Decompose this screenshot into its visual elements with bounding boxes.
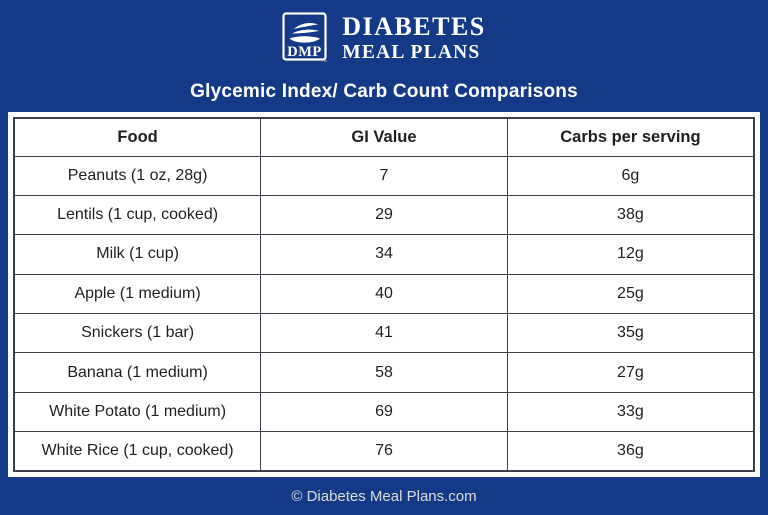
table-row: Peanuts (1 oz, 28g) 7 6g xyxy=(13,155,755,196)
cell-food: Lentils (1 cup, cooked) xyxy=(13,194,262,236)
brand-header: DMP ™ DIABETES MEAL PLANS Glycemic Index… xyxy=(0,0,768,112)
copyright-text: © Diabetes Meal Plans.com xyxy=(291,487,477,505)
cell-gi-value: 34 xyxy=(260,234,508,275)
table-row: Milk (1 cup) 34 12g xyxy=(13,234,755,275)
svg-text:DMP: DMP xyxy=(287,44,322,60)
glycemic-index-table: Food GI Value Carbs per serving Peanuts … xyxy=(13,117,755,472)
cell-carbs: 12g xyxy=(506,234,755,275)
cell-food: Peanuts (1 oz, 28g) xyxy=(13,155,262,196)
plate-swoosh-icon: DMP ™ xyxy=(282,12,328,65)
brand-lockup: DMP ™ DIABETES MEAL PLANS xyxy=(282,11,486,65)
header-gi-value: GI Value xyxy=(260,117,508,157)
cell-gi-value: 7 xyxy=(260,155,508,196)
table-row: Lentils (1 cup, cooked) 29 38g xyxy=(13,194,755,236)
table-row: Apple (1 medium) 40 25g xyxy=(13,273,755,315)
cell-food: White Rice (1 cup, cooked) xyxy=(13,431,262,472)
cell-food: Snickers (1 bar) xyxy=(13,312,262,354)
brand-name-line1: DIABETES xyxy=(342,11,486,41)
header-row: Food GI Value Carbs per serving xyxy=(13,117,755,157)
table-panel: Food GI Value Carbs per serving Peanuts … xyxy=(8,112,760,477)
cell-gi-value: 41 xyxy=(260,312,508,354)
cell-food: Apple (1 medium) xyxy=(13,273,262,315)
page-title: Glycemic Index/ Carb Count Comparisons xyxy=(190,81,578,102)
header-food: Food xyxy=(13,117,262,157)
table-row: White Potato (1 medium) 69 33g xyxy=(13,391,755,433)
cell-gi-value: 58 xyxy=(260,352,508,393)
cell-food: White Potato (1 medium) xyxy=(13,391,262,433)
cell-gi-value: 76 xyxy=(260,431,508,472)
table-head: Food GI Value Carbs per serving xyxy=(13,117,755,157)
trademark-mark: ™ xyxy=(322,60,328,65)
cell-carbs: 27g xyxy=(506,352,755,393)
cell-gi-value: 29 xyxy=(260,194,508,236)
cell-food: Banana (1 medium) xyxy=(13,352,262,393)
cell-carbs: 33g xyxy=(506,391,755,433)
cell-food: Milk (1 cup) xyxy=(13,234,262,275)
cell-carbs: 6g xyxy=(506,155,755,196)
table-row: Snickers (1 bar) 41 35g xyxy=(13,312,755,354)
brand-name-line2: MEAL PLANS xyxy=(342,41,481,63)
brand-name: DIABETES MEAL PLANS xyxy=(342,11,486,63)
cell-gi-value: 40 xyxy=(260,273,508,315)
dmp-logo-icon: DMP ™ xyxy=(282,12,329,64)
cell-carbs: 35g xyxy=(506,312,755,354)
table-row: Banana (1 medium) 58 27g xyxy=(13,352,755,393)
cell-carbs: 38g xyxy=(506,194,755,236)
table-body: Peanuts (1 oz, 28g) 7 6g Lentils (1 cup, co… xyxy=(13,155,755,472)
table-row: White Rice (1 cup, cooked) 76 36g xyxy=(13,431,755,472)
header-carbs: Carbs per serving xyxy=(506,117,755,157)
cell-carbs: 25g xyxy=(506,273,755,315)
cell-gi-value: 69 xyxy=(260,391,508,433)
footer: © Diabetes Meal Plans.com xyxy=(0,477,768,515)
cell-carbs: 36g xyxy=(506,431,755,472)
